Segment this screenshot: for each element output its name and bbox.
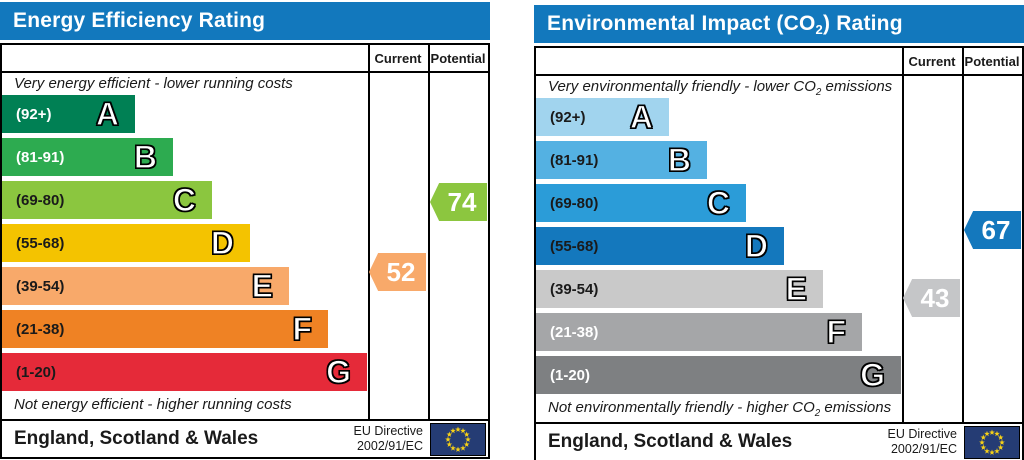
band-row-d: (55-68) D xyxy=(2,224,250,262)
band-letter: A xyxy=(629,98,653,135)
band-letter: B xyxy=(667,141,691,178)
band-row-g: (1-20) G xyxy=(536,356,901,394)
subscript-2: 2 xyxy=(815,87,822,98)
co2-panel-header: Environmental Impact (CO 2) Rating xyxy=(534,5,1024,43)
energy-rating-table: Current Potential Very energy efficient … xyxy=(0,43,490,459)
potential-column-header: Potential xyxy=(430,50,486,66)
band-row-e: (39-54) E xyxy=(2,267,289,305)
band-letter: A xyxy=(95,95,119,132)
band-row-a: (92+) A xyxy=(2,95,135,133)
potential-column-divider xyxy=(962,48,964,424)
current-rating-pointer: 52 xyxy=(369,253,426,291)
eu-flag-icon xyxy=(964,425,1020,459)
band-range-label: (39-54) xyxy=(16,277,65,295)
band-row-b: (81-91) B xyxy=(2,138,173,176)
band-letter: E xyxy=(251,267,274,304)
band-range-label: (39-54) xyxy=(550,280,599,298)
current-column-divider xyxy=(368,45,370,421)
band-range-label: (21-38) xyxy=(550,323,599,341)
band-range-label: (81-91) xyxy=(550,151,599,169)
band-letter: C xyxy=(172,181,196,218)
band-letter: D xyxy=(210,224,234,261)
eu-directive-label: EU Directive 2002/91/EC xyxy=(887,427,957,456)
table-footer: England, Scotland & Wales EU Directive 2… xyxy=(2,419,488,457)
potential-column-header: Potential xyxy=(964,53,1020,69)
band-range-label: (69-80) xyxy=(16,191,65,209)
current-column-header: Current xyxy=(374,50,422,66)
band-letter: G xyxy=(326,353,352,390)
potential-column-divider xyxy=(428,45,430,421)
band-letter: F xyxy=(826,313,847,350)
band-row-c: (69-80) C xyxy=(2,181,212,219)
current-column-divider xyxy=(902,48,904,424)
current-rating-pointer: 43 xyxy=(903,279,960,317)
band-range-label: (21-38) xyxy=(16,320,65,338)
band-range-label: (1-20) xyxy=(550,366,591,384)
energy-chart-body: Very energy efficient - lower running co… xyxy=(2,73,488,419)
band-row-g: (1-20) G xyxy=(2,353,367,391)
eu-flag-icon xyxy=(430,422,486,456)
energy-band-list: (92+) A (81-91) B (69-80) C (55-68) D (39-54) E (2… xyxy=(2,95,367,396)
energy-efficiency-panel: Energy Efficiency Rating Current Potenti… xyxy=(0,2,490,459)
band-range-label: (92+) xyxy=(550,108,586,126)
bottom-caption: Not environmentally friendly - higher CO… xyxy=(548,399,892,419)
footer-region-label: England, Scotland & Wales xyxy=(14,428,259,449)
band-letter: F xyxy=(292,310,313,347)
band-letter: D xyxy=(744,227,768,264)
subscript-2: 2 xyxy=(814,408,821,419)
co2-rating-table: Current Potential Very environmentally f… xyxy=(534,46,1024,460)
current-column-header: Current xyxy=(908,53,956,69)
panel-title: Energy Efficiency Rating xyxy=(13,9,266,32)
potential-rating-pointer: 67 xyxy=(964,211,1021,249)
band-letter: G xyxy=(860,356,886,393)
table-footer: England, Scotland & Wales EU Directive 2… xyxy=(536,422,1022,460)
panel-title-suffix: ) Rating xyxy=(822,12,903,35)
band-letter: E xyxy=(785,270,808,307)
co2-chart-body: Very environmentally friendly - lower CO… xyxy=(536,76,1022,422)
band-range-label: (55-68) xyxy=(550,237,599,255)
band-range-label: (55-68) xyxy=(16,234,65,252)
band-row-b: (81-91) B xyxy=(536,141,707,179)
band-letter: C xyxy=(706,184,730,221)
top-caption: Very energy efficient - lower running co… xyxy=(14,75,293,92)
bottom-caption: Not energy efficient - higher running co… xyxy=(14,396,292,413)
band-row-d: (55-68) D xyxy=(536,227,784,265)
band-row-c: (69-80) C xyxy=(536,184,746,222)
environmental-impact-panel: Environmental Impact (CO 2) Rating Curren… xyxy=(534,5,1024,460)
column-header-row: Current Potential xyxy=(536,48,1022,76)
band-row-f: (21-38) F xyxy=(536,313,862,351)
subscript-2: 2 xyxy=(815,21,823,37)
column-header-row: Current Potential xyxy=(2,45,488,73)
footer-region-label: England, Scotland & Wales xyxy=(548,431,793,452)
band-row-a: (92+) A xyxy=(536,98,669,136)
band-range-label: (69-80) xyxy=(550,194,599,212)
potential-rating-pointer: 74 xyxy=(430,183,487,221)
eu-directive-label: EU Directive 2002/91/EC xyxy=(353,424,423,453)
band-range-label: (92+) xyxy=(16,105,52,123)
band-row-e: (39-54) E xyxy=(536,270,823,308)
band-range-label: (1-20) xyxy=(16,363,57,381)
co2-band-list: (92+) A (81-91) B (69-80) C (55-68) D (39-54) E (2… xyxy=(536,98,901,399)
energy-panel-header: Energy Efficiency Rating xyxy=(0,2,490,40)
panel-title: Environmental Impact (CO xyxy=(547,12,816,35)
band-letter: B xyxy=(133,138,157,175)
band-range-label: (81-91) xyxy=(16,148,65,166)
top-caption: Very environmentally friendly - lower CO… xyxy=(548,78,893,98)
band-row-f: (21-38) F xyxy=(2,310,328,348)
